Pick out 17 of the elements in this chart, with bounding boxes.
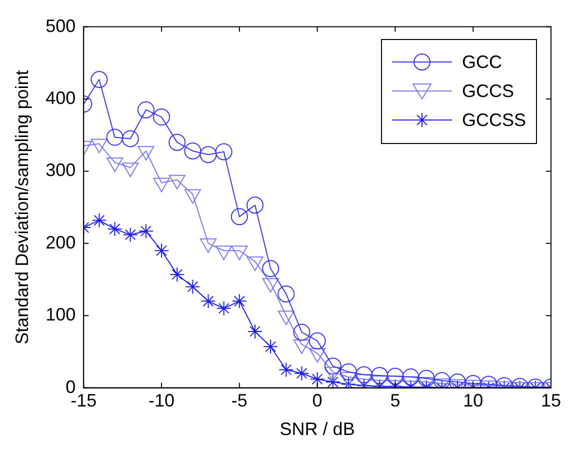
y-tick-label: 0 <box>66 376 76 397</box>
x-tick-label: -5 <box>231 390 248 411</box>
y-tick-label: 500 <box>46 16 76 36</box>
x-tick-label: -10 <box>148 390 175 411</box>
y-tick-label: 400 <box>46 88 76 108</box>
y-tick-label: 200 <box>46 232 76 252</box>
x-axis-title: SNR / dB <box>280 419 355 440</box>
legend-label: GCC <box>462 52 502 73</box>
y-tick-label: 300 <box>46 160 76 180</box>
x-tick-label: 0 <box>312 390 322 411</box>
legend-label: GCCSS <box>462 110 526 131</box>
y-tick-label: 100 <box>46 304 76 325</box>
y-axis-title: Standard Deviation/sampling point <box>12 70 32 344</box>
x-tick-label: 10 <box>463 390 484 411</box>
legend-label: GCCS <box>462 80 514 102</box>
x-tick-label: 15 <box>540 390 562 411</box>
x-tick-label: 5 <box>390 390 400 411</box>
